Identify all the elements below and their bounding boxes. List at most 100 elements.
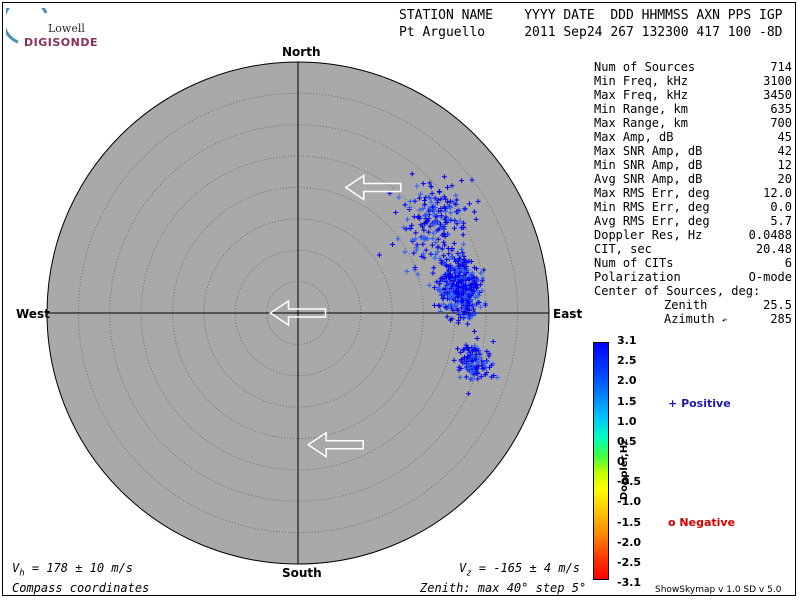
source-point <box>407 198 413 204</box>
source-point <box>447 198 453 204</box>
source-point <box>463 358 469 364</box>
source-point <box>426 282 432 288</box>
stat-label: Num of CITs <box>594 256 674 270</box>
stat-value: 45 <box>777 130 792 144</box>
source-point <box>433 251 439 257</box>
zenith-scale-note: Zenith: max 40° step 5° <box>420 581 587 595</box>
stat-row: Avg SNR Amp, dB 20 <box>594 172 792 186</box>
colorbar-tick: 1.0 <box>617 414 637 428</box>
source-point <box>465 321 471 327</box>
azimuth-value: 285 <box>770 312 792 326</box>
source-point <box>482 372 488 378</box>
source-point <box>463 297 469 303</box>
source-point <box>453 274 459 280</box>
source-point <box>462 260 468 266</box>
stat-label: Num of Sources <box>594 60 696 74</box>
source-point <box>435 227 441 233</box>
source-point <box>470 306 476 312</box>
source-point <box>450 308 456 314</box>
source-point <box>459 278 465 284</box>
source-point <box>426 229 432 235</box>
source-point <box>396 194 402 200</box>
source-point <box>434 213 440 219</box>
source-point <box>437 308 443 314</box>
source-point <box>464 366 470 372</box>
source-point <box>414 247 420 253</box>
source-point <box>444 279 450 285</box>
source-point <box>461 225 467 231</box>
colorbar-tick: -1.5 <box>617 515 642 529</box>
source-point <box>430 236 436 242</box>
source-point <box>463 342 469 348</box>
source-point <box>470 376 476 382</box>
stat-value: 12.0 <box>763 186 792 200</box>
source-point <box>444 219 450 225</box>
header-labels: STATION NAME YYYY DATE DDD HHMMSS AXN PP… <box>399 8 783 23</box>
source-point <box>453 258 459 264</box>
stat-label: CIT, sec <box>594 242 652 256</box>
source-point <box>444 296 450 302</box>
source-point <box>447 282 453 288</box>
legend-positive-label: Positive <box>681 397 731 410</box>
source-point <box>459 246 465 252</box>
source-point <box>431 265 437 271</box>
source-point <box>455 250 461 256</box>
source-point <box>432 205 438 211</box>
source-point <box>472 346 478 352</box>
source-point <box>489 374 495 380</box>
source-point <box>451 285 457 291</box>
source-point <box>451 293 457 299</box>
source-point <box>428 184 434 190</box>
source-point <box>462 301 468 307</box>
azimuth-row: Azimuth ↶ 285 <box>594 312 792 326</box>
source-point <box>451 357 457 363</box>
source-point <box>453 192 459 198</box>
stat-label: Max Amp, dB <box>594 130 674 144</box>
source-point <box>420 241 426 247</box>
source-point <box>458 349 464 355</box>
source-point <box>455 258 461 264</box>
source-point <box>442 242 448 248</box>
source-point <box>441 231 447 237</box>
source-point <box>461 356 467 362</box>
stat-row: Max Amp, dB 45 <box>594 130 792 144</box>
source-point <box>435 197 441 203</box>
stat-row: CIT, sec 20.48 <box>594 242 792 256</box>
legend-negative-label: Negative <box>679 516 736 529</box>
source-point <box>477 351 483 357</box>
source-point <box>452 289 458 295</box>
source-point <box>439 276 445 282</box>
stat-label: Min RMS Err, deg <box>594 200 710 214</box>
source-point <box>376 252 382 258</box>
source-point <box>445 184 451 190</box>
source-point <box>461 347 467 353</box>
source-point <box>436 189 442 195</box>
source-point <box>469 370 475 376</box>
source-point <box>457 269 463 275</box>
source-point <box>438 221 444 227</box>
colorbar-tick: 2.5 <box>617 354 637 368</box>
zenith-value: 25.5 <box>763 298 792 312</box>
stat-row: Min Freq, kHz 3100 <box>594 74 792 88</box>
source-point <box>427 223 433 229</box>
source-point <box>417 207 423 213</box>
source-point <box>412 198 418 204</box>
stat-value: 0.0 <box>770 200 792 214</box>
source-point <box>451 240 457 246</box>
source-point <box>455 346 461 352</box>
source-point <box>458 357 464 363</box>
logo-lowell: Lowell <box>48 22 85 35</box>
azimuth-arrow-icon: ↶ <box>721 316 728 326</box>
circle-icon: o <box>668 516 676 529</box>
stat-value: 42 <box>777 144 792 158</box>
source-point <box>438 260 444 266</box>
source-point <box>436 208 442 214</box>
source-point <box>469 313 475 319</box>
source-point <box>446 251 452 257</box>
source-point <box>474 289 480 295</box>
source-point <box>429 191 435 197</box>
source-point <box>409 237 415 243</box>
source-point <box>451 282 457 288</box>
source-point <box>423 247 429 253</box>
stat-value: 20 <box>777 172 792 186</box>
